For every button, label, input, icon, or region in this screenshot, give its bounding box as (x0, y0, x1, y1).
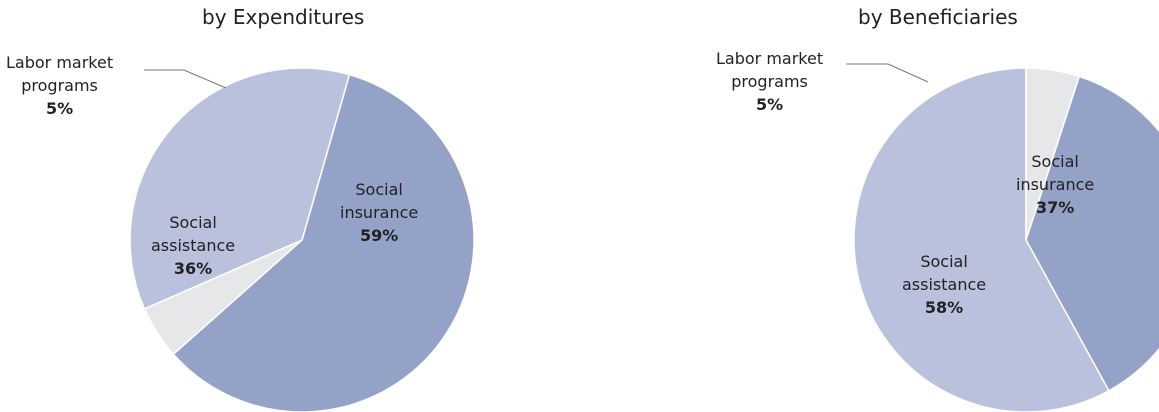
label-line: insurance (340, 203, 419, 222)
label-line: Labor market (716, 49, 824, 68)
slice-label-social-insurance: Social insurance 59% (340, 178, 418, 247)
slice-social-insurance (1025, 75, 1159, 392)
leader-line (144, 69, 227, 89)
slice-label-labor-market-programs: Labor market programs 5% (716, 47, 823, 116)
label-line: Social (920, 252, 968, 271)
label-percent: 5% (755, 95, 784, 114)
label-line: assistance (902, 275, 987, 294)
chart-title: by Beneficiaries (858, 5, 1018, 29)
pie-svg (846, 63, 1159, 412)
pie-svg (129, 67, 475, 412)
slice-label-labor-market-programs: Labor market programs 5% (6, 51, 113, 120)
chart-title: by Expenditures (202, 5, 365, 29)
label-percent: 5% (45, 99, 74, 118)
label-line: insurance (1016, 175, 1095, 194)
label-line: programs (731, 72, 808, 91)
leader-line (846, 63, 929, 83)
slice-label-social-insurance: Social insurance 37% (1016, 150, 1094, 219)
slice-label-social-assistance: Social assistance 36% (151, 211, 235, 280)
label-line: Social (169, 213, 217, 232)
label-line: Social (355, 180, 403, 199)
pie-chart-beneficiaries: by Beneficiaries Social insurance 37% So… (580, 0, 1159, 412)
label-line: assistance (151, 236, 236, 255)
slice-labor-market-programs (1025, 67, 1081, 241)
slice-social-insurance (172, 73, 475, 412)
label-percent: 59% (359, 226, 399, 245)
label-line: programs (21, 76, 98, 95)
pie-chart-expenditures: by Expenditures Social insurance 59% Lab… (6, 5, 475, 412)
slice-label-social-assistance: Social assistance 58% (902, 250, 986, 319)
slice-social-assistance (129, 67, 351, 310)
label-line: Social (1031, 152, 1079, 171)
label-percent: 36% (173, 259, 213, 278)
label-percent: 37% (1035, 198, 1075, 217)
label-line: Labor market (6, 53, 114, 72)
label-percent: 58% (924, 298, 964, 317)
